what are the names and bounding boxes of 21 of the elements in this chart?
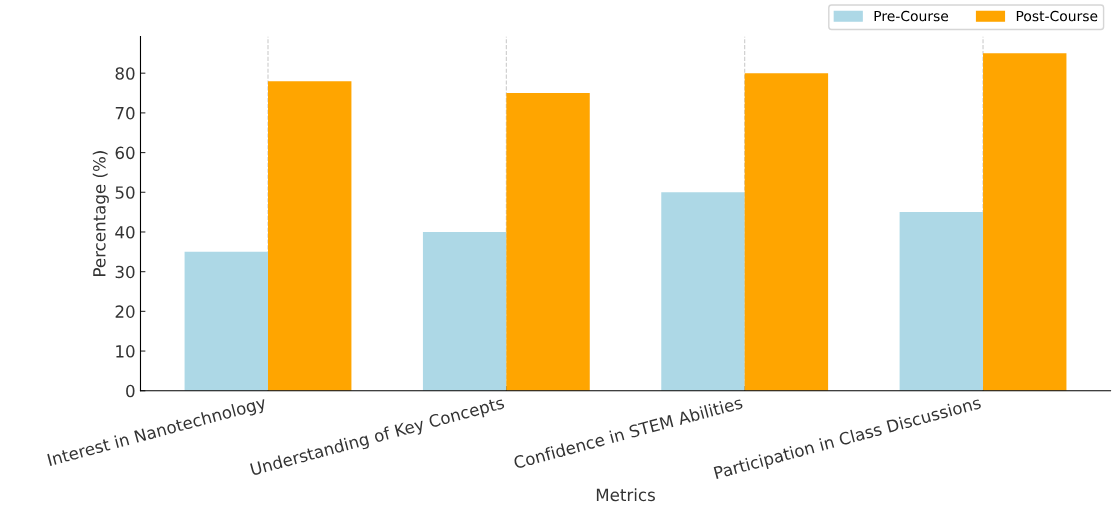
legend-label: Pre-Course bbox=[874, 10, 949, 22]
y-tick-label: 70 bbox=[115, 106, 135, 120]
bar bbox=[422, 231, 507, 391]
bar bbox=[899, 212, 984, 391]
bar bbox=[983, 53, 1067, 391]
y-tick-label: 60 bbox=[115, 146, 135, 160]
y-tick-label: 0 bbox=[126, 384, 135, 398]
legend-label: Post-Course bbox=[1016, 10, 1098, 22]
y-tick-label: 40 bbox=[115, 225, 135, 239]
y-tick-label: 80 bbox=[115, 67, 135, 80]
bar bbox=[268, 81, 352, 391]
bar bbox=[184, 251, 268, 391]
x-axis-title: Metrics bbox=[596, 488, 655, 502]
bar bbox=[744, 73, 829, 391]
y-tick-label: 20 bbox=[115, 305, 135, 318]
y-axis-title: Percentage (%) bbox=[92, 151, 109, 276]
bar bbox=[506, 93, 590, 391]
y-tick-label: 10 bbox=[116, 345, 135, 358]
bar bbox=[661, 192, 745, 391]
y-tick-label: 30 bbox=[115, 265, 135, 279]
y-tick-label: 50 bbox=[115, 186, 135, 199]
